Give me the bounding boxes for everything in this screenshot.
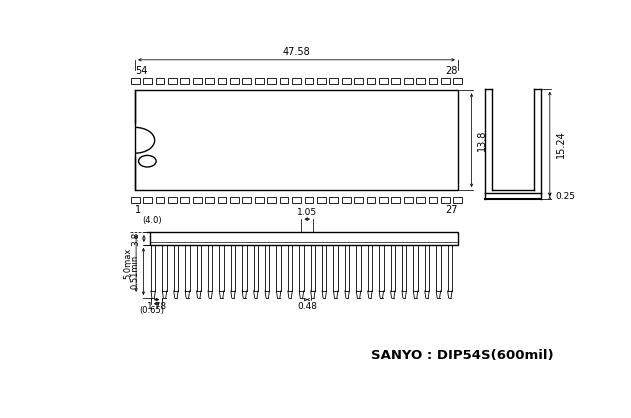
Bar (292, 77, 301, 84)
Bar (367, 77, 375, 84)
Text: 1: 1 (135, 205, 141, 215)
Text: 5.0max: 5.0max (123, 248, 132, 279)
Bar (168, 196, 177, 203)
Bar (367, 196, 375, 203)
Text: 54: 54 (135, 66, 148, 76)
Text: 0.51min: 0.51min (131, 254, 139, 288)
Text: 0.25: 0.25 (556, 192, 575, 201)
Bar (329, 77, 338, 84)
Bar (168, 77, 177, 84)
Bar (230, 196, 239, 203)
Text: 1.78: 1.78 (146, 302, 167, 311)
Bar (441, 77, 450, 84)
Bar (404, 196, 413, 203)
Bar (354, 77, 363, 84)
Bar (205, 196, 214, 203)
Bar (230, 77, 239, 84)
Bar (342, 77, 351, 84)
Text: 3.8: 3.8 (131, 231, 140, 246)
Bar (193, 77, 201, 84)
Bar (242, 77, 251, 84)
Bar (218, 196, 227, 203)
Text: (4.0): (4.0) (143, 216, 162, 224)
Bar (218, 77, 227, 84)
Bar (317, 77, 326, 84)
Bar (280, 196, 288, 203)
Bar (416, 196, 425, 203)
Text: 0.48: 0.48 (297, 302, 317, 311)
Text: 1.05: 1.05 (297, 208, 317, 217)
Text: 13.8: 13.8 (478, 130, 487, 151)
Text: 47.58: 47.58 (283, 46, 310, 56)
Bar (155, 196, 164, 203)
Text: (0.65): (0.65) (139, 306, 164, 315)
Bar (329, 196, 338, 203)
Text: 15.24: 15.24 (556, 130, 565, 158)
Bar (391, 77, 400, 84)
Bar (391, 196, 400, 203)
Bar (180, 196, 189, 203)
Text: SANYO : DIP54S(600mil): SANYO : DIP54S(600mil) (370, 349, 553, 362)
Bar (255, 196, 264, 203)
Bar (416, 77, 425, 84)
Bar (242, 196, 251, 203)
Bar (205, 77, 214, 84)
Bar (180, 77, 189, 84)
Bar (131, 196, 139, 203)
Bar (428, 196, 437, 203)
Bar (379, 196, 388, 203)
Bar (155, 77, 164, 84)
Bar (379, 77, 388, 84)
Bar (280, 77, 288, 84)
Bar (143, 77, 152, 84)
Bar (354, 196, 363, 203)
Bar (441, 196, 450, 203)
Bar (268, 196, 276, 203)
Bar (305, 77, 314, 84)
Bar (305, 196, 314, 203)
Bar (292, 196, 301, 203)
Bar (193, 196, 201, 203)
Text: 27: 27 (445, 205, 458, 215)
Bar (131, 77, 139, 84)
Bar (143, 196, 152, 203)
Bar (404, 77, 413, 84)
Bar (342, 196, 351, 203)
Bar (428, 77, 437, 84)
Bar (317, 196, 326, 203)
Circle shape (139, 155, 156, 167)
Bar (135, 90, 458, 190)
Bar (454, 77, 463, 84)
Text: 28: 28 (445, 66, 458, 76)
Bar (255, 77, 264, 84)
Bar (454, 196, 463, 203)
Bar (150, 232, 458, 245)
Bar (268, 77, 276, 84)
